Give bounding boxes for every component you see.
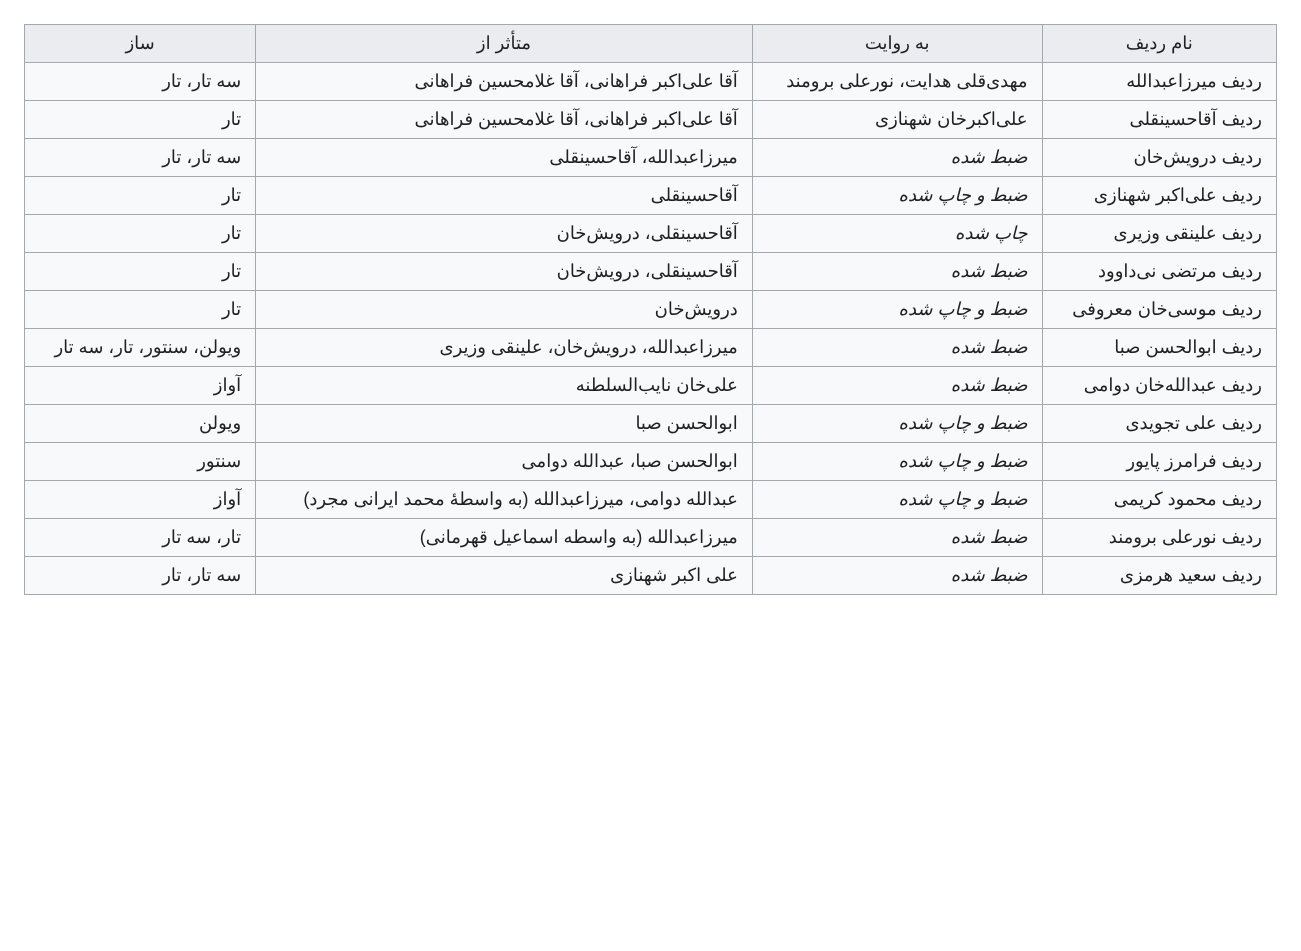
cell-instrument: آواز	[25, 481, 256, 519]
table-row: ردیف سعید هرمزیضبط شدهعلی اکبر شهنازیسه …	[25, 557, 1277, 595]
cell-influenced: میرزاعبدالله، آقاحسینقلی	[256, 139, 753, 177]
cell-name: ردیف علینقی وزیری	[1042, 215, 1276, 253]
cell-name: ردیف موسی‌خان معروفی	[1042, 291, 1276, 329]
cell-narrator: ضبط و چاپ شده	[752, 443, 1042, 481]
table-row: ردیف علینقی وزیریچاپ شدهآقاحسینقلی، دروی…	[25, 215, 1277, 253]
cell-influenced: ابوالحسن صبا، عبدالله دوامی	[256, 443, 753, 481]
cell-name: ردیف آقاحسینقلی	[1042, 101, 1276, 139]
cell-influenced: ابوالحسن صبا	[256, 405, 753, 443]
cell-name: ردیف مرتضی نی‌داوود	[1042, 253, 1276, 291]
cell-instrument: تار	[25, 101, 256, 139]
cell-instrument: سنتور	[25, 443, 256, 481]
cell-name: ردیف علی تجویدی	[1042, 405, 1276, 443]
radif-table: نام ردیف به روایت متأثر از ساز ردیف میرز…	[24, 24, 1277, 595]
cell-name: ردیف سعید هرمزی	[1042, 557, 1276, 595]
cell-influenced: آقا علی‌اکبر فراهانی، آقا غلامحسین فراها…	[256, 101, 753, 139]
cell-influenced: عبدالله دوامی، میرزاعبدالله (به واسطهٔ م…	[256, 481, 753, 519]
table-row: ردیف علی‌اکبر شهنازیضبط و چاپ شدهآقاحسین…	[25, 177, 1277, 215]
col-narrator: به روایت	[752, 25, 1042, 63]
cell-influenced: آقا علی‌اکبر فراهانی، آقا غلامحسین فراها…	[256, 63, 753, 101]
cell-instrument: ویولن	[25, 405, 256, 443]
cell-influenced: میرزاعبدالله (به واسطه اسماعیل قهرمانی)	[256, 519, 753, 557]
cell-narrator: ضبط و چاپ شده	[752, 481, 1042, 519]
col-influenced: متأثر از	[256, 25, 753, 63]
cell-narrator: علی‌اکبرخان شهنازی	[752, 101, 1042, 139]
cell-narrator: چاپ شده	[752, 215, 1042, 253]
cell-instrument: تار	[25, 253, 256, 291]
cell-name: ردیف میرزاعبدالله	[1042, 63, 1276, 101]
table-row: ردیف موسی‌خان معروفیضبط و چاپ شدهدرویش‌خ…	[25, 291, 1277, 329]
table-row: ردیف میرزاعبداللهمهدی‌قلی هدایت، نورعلی …	[25, 63, 1277, 101]
cell-instrument: سه تار، تار	[25, 557, 256, 595]
cell-influenced: آقاحسینقلی، درویش‌خان	[256, 253, 753, 291]
cell-instrument: تار	[25, 291, 256, 329]
cell-name: ردیف فرامرز پایور	[1042, 443, 1276, 481]
cell-instrument: تار، سه تار	[25, 519, 256, 557]
cell-influenced: آقاحسینقلی، درویش‌خان	[256, 215, 753, 253]
cell-name: ردیف عبدالله‌خان دوامی	[1042, 367, 1276, 405]
cell-name: ردیف محمود کریمی	[1042, 481, 1276, 519]
cell-instrument: ویولن، سنتور، تار، سه تار	[25, 329, 256, 367]
table-row: ردیف عبدالله‌خان دوامیضبط شدهعلی‌خان نای…	[25, 367, 1277, 405]
table-row: ردیف آقاحسینقلیعلی‌اکبرخان شهنازیآقا علی…	[25, 101, 1277, 139]
cell-narrator: ضبط و چاپ شده	[752, 405, 1042, 443]
table-row: ردیف علی تجویدیضبط و چاپ شدهابوالحسن صبا…	[25, 405, 1277, 443]
cell-narrator: ضبط و چاپ شده	[752, 177, 1042, 215]
col-instrument: ساز	[25, 25, 256, 63]
cell-narrator: ضبط شده	[752, 519, 1042, 557]
cell-influenced: علی اکبر شهنازی	[256, 557, 753, 595]
cell-instrument: سه تار، تار	[25, 63, 256, 101]
cell-narrator: ضبط شده	[752, 367, 1042, 405]
cell-narrator: ضبط شده	[752, 253, 1042, 291]
cell-narrator: مهدی‌قلی هدایت، نورعلی برومند	[752, 63, 1042, 101]
table-row: ردیف مرتضی نی‌داوودضبط شدهآقاحسینقلی، در…	[25, 253, 1277, 291]
table-row: ردیف فرامرز پایورضبط و چاپ شدهابوالحسن ص…	[25, 443, 1277, 481]
table-row: ردیف ابوالحسن صباضبط شدهمیرزاعبدالله، در…	[25, 329, 1277, 367]
cell-influenced: میرزاعبدالله، درویش‌خان، علینقی وزیری	[256, 329, 753, 367]
cell-narrator: ضبط شده	[752, 139, 1042, 177]
cell-influenced: درویش‌خان	[256, 291, 753, 329]
table-body: ردیف میرزاعبداللهمهدی‌قلی هدایت، نورعلی …	[25, 63, 1277, 595]
table-row: ردیف نورعلی برومندضبط شدهمیرزاعبدالله (ب…	[25, 519, 1277, 557]
cell-name: ردیف نورعلی برومند	[1042, 519, 1276, 557]
cell-instrument: آواز	[25, 367, 256, 405]
col-name: نام ردیف	[1042, 25, 1276, 63]
cell-instrument: تار	[25, 177, 256, 215]
cell-name: ردیف علی‌اکبر شهنازی	[1042, 177, 1276, 215]
cell-narrator: ضبط شده	[752, 557, 1042, 595]
table-row: ردیف محمود کریمیضبط و چاپ شدهعبدالله دوا…	[25, 481, 1277, 519]
table-row: ردیف درویش‌خانضبط شدهمیرزاعبدالله، آقاحس…	[25, 139, 1277, 177]
cell-influenced: علی‌خان نایب‌السلطنه	[256, 367, 753, 405]
table-header-row: نام ردیف به روایت متأثر از ساز	[25, 25, 1277, 63]
cell-name: ردیف درویش‌خان	[1042, 139, 1276, 177]
cell-name: ردیف ابوالحسن صبا	[1042, 329, 1276, 367]
cell-instrument: تار	[25, 215, 256, 253]
cell-instrument: سه تار، تار	[25, 139, 256, 177]
cell-narrator: ضبط و چاپ شده	[752, 291, 1042, 329]
cell-narrator: ضبط شده	[752, 329, 1042, 367]
cell-influenced: آقاحسینقلی	[256, 177, 753, 215]
